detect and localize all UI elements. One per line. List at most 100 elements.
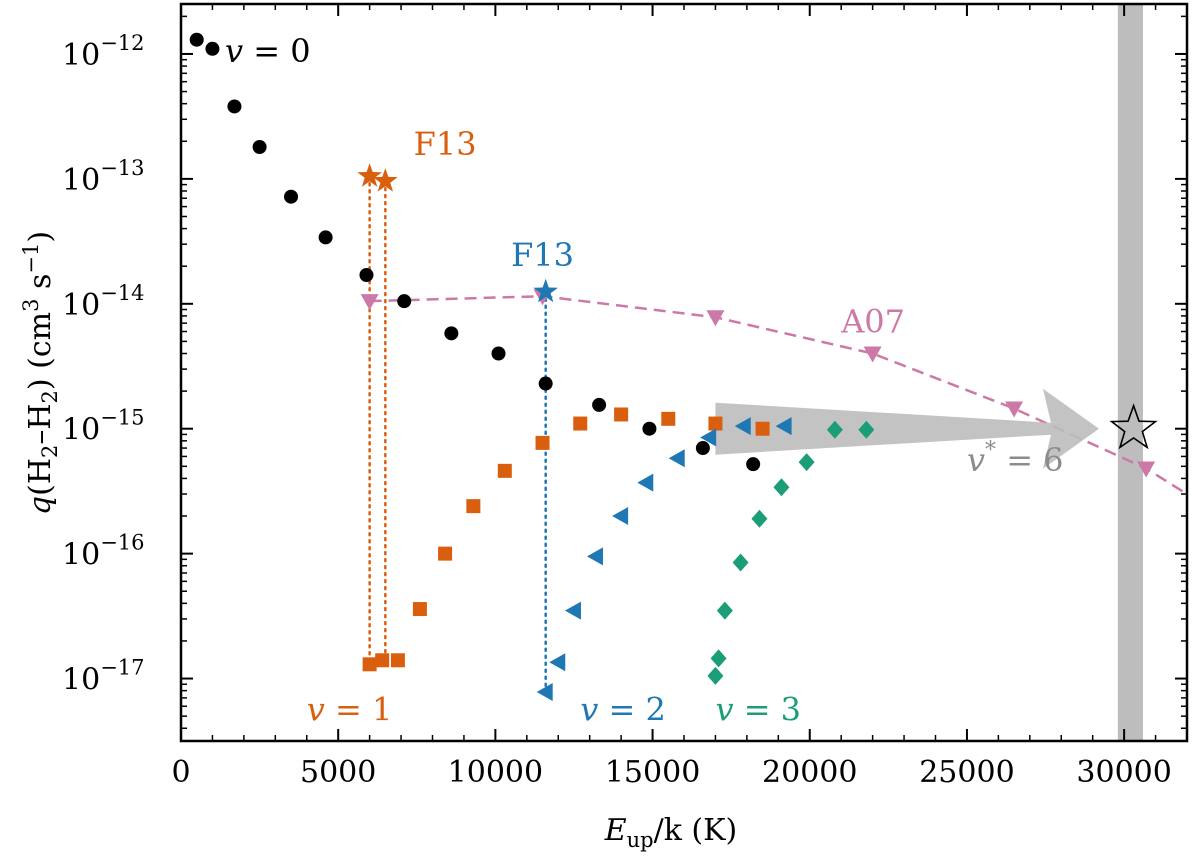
band-layer	[1117, 4, 1143, 741]
y-tick-base: 10	[62, 163, 100, 198]
x-axis-title-sub: up	[627, 828, 654, 852]
y-axis-title-sub1: 2	[38, 445, 62, 458]
x-tick-label: 5000	[300, 755, 376, 790]
annotation-a07: A07	[840, 302, 905, 340]
marker-v-1	[375, 653, 390, 668]
marker-v-0	[491, 346, 506, 361]
marker-v-1	[412, 602, 427, 617]
x-tick-label: 25000	[919, 755, 1014, 790]
y-tick-base: 10	[62, 538, 100, 573]
annotation-num: 0	[290, 32, 310, 70]
y-tick-label: 10−15	[62, 406, 145, 448]
annotation-vstar: v* = 6	[967, 438, 1064, 479]
annotation-f13b: F13	[511, 236, 574, 274]
marker-v-3	[716, 601, 733, 620]
marker-a07	[706, 310, 725, 327]
marker-v-0	[397, 294, 412, 309]
marker-v-2	[612, 507, 629, 526]
marker-v-6	[1109, 403, 1158, 450]
marker-v-3	[732, 553, 749, 572]
tick-layer: 0 5000 10000 15000 20000 25000 3000010−1710−16…	[62, 4, 1187, 790]
marker-f13-v-1	[373, 168, 398, 192]
y-tick-exponent: −16	[100, 531, 144, 555]
marker-v-2	[536, 683, 553, 702]
y-axis-title-sup1: 3	[19, 299, 43, 312]
marker-v-3	[826, 420, 843, 439]
y-tick-label: 10−16	[62, 531, 145, 573]
y-axis-title-sym: q	[23, 496, 58, 515]
marker-v-1	[466, 499, 481, 514]
marker-v-3	[858, 420, 875, 439]
annotation-sym: v	[580, 691, 598, 729]
marker-v-1	[614, 407, 629, 422]
marker-v-2	[668, 449, 685, 468]
x-tick-label: 15000	[605, 755, 700, 790]
marker-v-2	[637, 473, 654, 492]
trend-arrow	[715, 388, 1099, 469]
line-layer	[369, 294, 1188, 496]
annotation-sup: *	[985, 438, 996, 463]
marker-f13-v-1	[357, 163, 382, 187]
marker-v-3	[773, 478, 790, 497]
annotation-eq: =	[996, 441, 1043, 479]
y-tick-label: 10−14	[62, 281, 145, 323]
y-tick-exponent: −17	[100, 656, 144, 680]
marker-v-0	[746, 457, 761, 472]
y-axis-title: q(H2–H2) (cm3 s−1)	[19, 231, 62, 515]
marker-f13-v-2	[533, 278, 558, 303]
marker-a07	[863, 346, 882, 363]
y-axis-title-close: )	[23, 231, 58, 243]
marker-v-1	[708, 416, 723, 431]
marker-v-2	[586, 547, 603, 566]
marker-layer	[189, 32, 1158, 702]
marker-v-3	[710, 649, 727, 668]
x-tick-label: 30000	[1076, 755, 1171, 790]
y-axis-title-sup2: −1	[19, 243, 43, 274]
marker-v-2	[734, 417, 751, 436]
marker-v-2	[564, 601, 581, 620]
y-tick-exponent: −12	[100, 31, 144, 55]
marker-v-2	[700, 428, 717, 447]
y-tick-base: 10	[62, 413, 100, 448]
marker-v-3	[798, 453, 815, 472]
marker-v-0	[538, 376, 553, 391]
marker-v-0	[359, 268, 374, 283]
marker-v-1	[497, 463, 512, 478]
marker-v-0	[284, 189, 299, 204]
y-axis-title-s: s	[23, 274, 58, 299]
marker-v-0	[252, 139, 267, 154]
y-tick-exponent: −14	[100, 281, 144, 305]
annotation-num: 1	[372, 691, 392, 729]
marker-v-0	[592, 397, 607, 412]
annotation-eq: =	[734, 691, 781, 729]
x-tick-label: 10000	[448, 755, 543, 790]
plot-frame	[179, 2, 1189, 743]
marker-v-3	[707, 666, 724, 685]
annotation-eq: =	[243, 32, 290, 70]
annotation-num: 6	[1043, 441, 1063, 479]
marker-v-1	[535, 435, 550, 450]
x-axis-title: Eup/k (K)	[604, 813, 738, 852]
marker-v-2	[549, 653, 566, 672]
marker-v-2	[775, 417, 792, 436]
y-tick-base: 10	[62, 663, 100, 698]
annotation-v0: v = 0	[225, 32, 311, 70]
series-line-a07	[369, 294, 1188, 496]
annotation-sym: v	[967, 441, 985, 479]
annotation-sym: v	[715, 691, 733, 729]
marker-v-1	[362, 657, 377, 672]
y-tick-base: 10	[62, 288, 100, 323]
marker-a07	[1005, 401, 1024, 418]
y-tick-label: 10−17	[62, 656, 145, 698]
annotation-v3: v = 3	[715, 691, 801, 729]
marker-v-0	[227, 99, 242, 114]
annotation-eq: =	[598, 691, 645, 729]
marker-v-0	[205, 41, 220, 56]
y-axis-title-units: ) (cm	[23, 312, 58, 390]
marker-v-0	[642, 421, 657, 436]
x-axis-title-sym: E	[604, 813, 627, 848]
marker-v-0	[444, 326, 459, 341]
annotation-v2: v = 2	[580, 691, 666, 729]
